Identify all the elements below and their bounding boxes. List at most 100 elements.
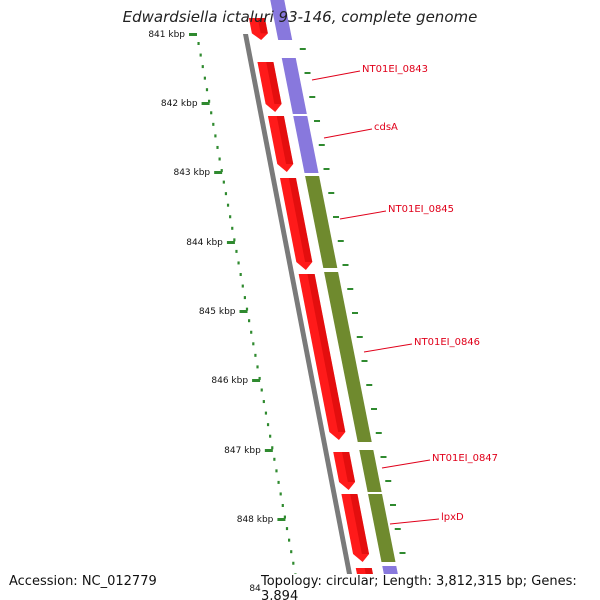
ruler-dot [197,42,200,45]
label-leader-lines [311,70,440,525]
ruler-dot [262,400,265,404]
feature-tick [399,552,406,554]
feature-tick [314,120,321,122]
gene-track [248,18,377,600]
ruler-major-tick [252,379,261,382]
feature-tick [304,72,311,74]
ruler-dot [264,411,268,415]
ruler-major-tick [277,518,286,521]
ruler-dot [199,53,202,57]
ruler-major-tick [239,310,248,313]
cds-arrow-shade [307,274,346,432]
feature-tick [371,408,378,410]
feature-block [293,116,319,173]
cds-arrow [341,494,370,562]
feature-track-ticks [299,48,411,578]
ruler-tick-label: 847 kbp [224,446,261,456]
ruler-dot [281,504,284,507]
cds-arrow-shade [288,178,313,262]
feature-block [281,58,307,114]
feature-tick [337,240,344,242]
ruler-dot [285,527,289,531]
ruler-dot [205,88,209,92]
ruler-dot [283,515,286,519]
ruler-dot [275,469,278,473]
feature-block [270,0,293,40]
ruler-tick-label: 844 kbp [186,238,223,248]
ruler-dot [271,446,274,450]
ruler-dot [266,423,270,427]
ruler-minor-ticks [197,42,299,588]
ruler-dot [247,319,251,323]
feature-tick [333,216,340,218]
ruler-dot [218,157,221,161]
ruler-labels: 841 kbp 842 kbp 843 kbp 844 kbp 845 kbp 846 k… [148,30,298,594]
feature-tick [328,192,335,194]
ruler-dot [290,550,293,554]
gene-label: NT01EI_0846 [414,337,480,348]
label-leader [311,70,361,81]
ruler-dot [224,192,228,196]
cds-arrow [333,452,356,490]
feature-tick [385,480,392,482]
feature-tick [299,48,306,50]
ruler-dot [277,480,280,484]
ruler-dot [256,365,259,369]
cds-arrow-shade [257,18,268,34]
feature-tick [390,504,397,506]
feature-tick [394,528,401,530]
ruler-dot [292,561,295,565]
ruler-tick-label: 845 kbp [199,307,236,317]
ruler-dot [226,203,230,207]
feature-tick [375,432,382,434]
ruler-dot [279,492,282,496]
accession-label: Accession: NC_012779 [9,574,157,589]
topology-summary: Topology: circular; Length: 3,812,315 bp… [261,574,600,600]
gene-label: lpxD [441,512,464,523]
label-leader [389,518,440,525]
feature-tick [352,312,359,314]
ruler-major-tick [264,449,273,452]
ruler-dot [222,180,225,184]
label-leader [323,128,373,139]
ruler-dot [260,388,263,392]
feature-tick [356,336,363,338]
cds-arrow [298,274,346,440]
ruler-dot [229,215,232,219]
cds-arrow-shade [342,452,356,482]
feature-block [305,176,338,268]
ruler-dot [231,226,234,230]
label-leader [381,459,431,469]
ruler-dot [210,111,213,115]
feature-block [324,272,372,442]
label-leader [363,343,413,353]
ruler-dot [250,330,253,334]
ruler-dot [241,284,244,288]
ruler-dot [252,342,255,346]
ruler-tick-label: 848 kbp [237,515,274,525]
gene-label: NT01EI_0845 [388,204,454,215]
ruler-tick-label: 843 kbp [173,168,210,178]
ruler-tick-label: 846 kbp [211,376,248,386]
ruler-major-tick [226,241,235,244]
ruler-dot [269,434,272,438]
ruler-dot [235,249,238,253]
feature-tick [380,456,387,458]
ruler-dot [273,457,276,461]
gene-labels: NT01EI_0843 cdsA NT01EI_0845 NT01EI_0846 NT0… [362,64,498,523]
genome-backbone [243,34,357,600]
ruler-dot [239,273,242,276]
feature-block [359,450,382,492]
gene-label: NT01EI_0847 [432,453,498,464]
cds-arrow [257,62,282,112]
ruler-dot [220,169,223,173]
feature-tick [309,96,316,98]
ruler-dot [212,122,215,126]
ruler-dot [214,134,217,138]
ruler-dot [243,296,246,300]
ruler-dot [258,376,261,380]
ruler-dot [254,353,257,357]
feature-tick [347,288,354,290]
